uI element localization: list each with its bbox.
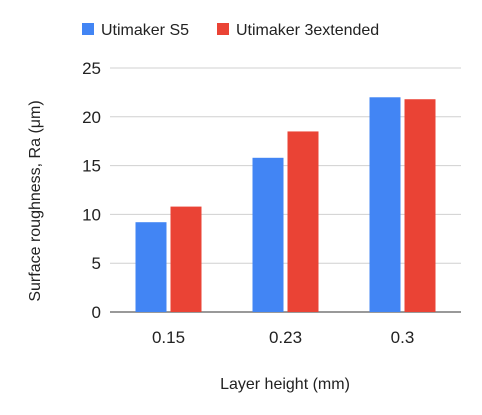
bar-utimaker-3extended-0_15 <box>170 206 202 312</box>
y-tick-label: 15 <box>82 157 101 176</box>
bar-utimaker-3extended-0_3 <box>404 99 436 313</box>
x-axis-title: Layer height (mm) <box>220 376 350 393</box>
gridlines <box>110 67 461 313</box>
bar-utimaker-3extended-0_23 <box>287 131 319 312</box>
y-axis-tick-labels: 0 5 10 15 20 25 <box>82 59 101 322</box>
y-tick-label: 5 <box>92 254 101 273</box>
bar-utimaker-s5-0_23 <box>252 157 284 312</box>
x-tick-label: 0.23 <box>269 328 302 347</box>
y-tick-label: 25 <box>82 59 101 78</box>
x-tick-label: 0.3 <box>391 328 415 347</box>
bar-utimaker-s5-0_15 <box>135 222 167 312</box>
legend-label-utimaker-3extended: Utimaker 3extended <box>236 22 379 39</box>
x-tick-label: 0.15 <box>152 328 185 347</box>
legend-swatch-utimaker-3extended <box>217 23 229 35</box>
y-tick-label: 20 <box>82 108 101 127</box>
bar-utimaker-s5-0_3 <box>369 97 401 312</box>
legend-label-utimaker-s5: Utimaker S5 <box>101 22 189 39</box>
x-axis-tick-labels: 0.15 0.23 0.3 <box>152 328 414 347</box>
y-tick-label: 10 <box>82 205 101 224</box>
bars <box>135 97 436 313</box>
legend-swatch-utimaker-s5 <box>82 23 94 35</box>
y-axis-title: Surface roughness, Ra (μm) <box>27 100 44 301</box>
y-tick-label: 0 <box>92 303 101 322</box>
legend: Utimaker S5 Utimaker 3extended <box>82 22 379 39</box>
